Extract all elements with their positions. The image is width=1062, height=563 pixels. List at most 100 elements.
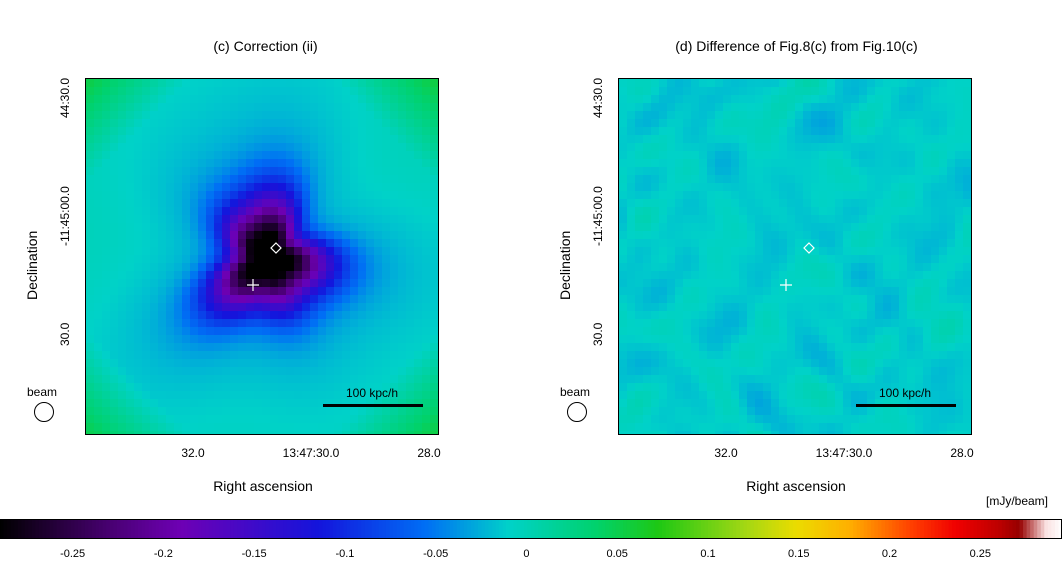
panel-d-pixel [699, 95, 708, 104]
panel-c-pixel [166, 127, 175, 136]
panel-d-pixel [827, 391, 836, 400]
panel-d-pixel [739, 383, 748, 392]
panel-d-pixel [667, 223, 676, 232]
panel-d-pixel [747, 79, 756, 88]
panel-c-pixel [398, 279, 407, 288]
panel-d-pixel [931, 343, 940, 352]
colorbar-segment [704, 519, 709, 539]
panel-d-pixel [643, 415, 652, 424]
panel-c-pixel [414, 271, 423, 280]
panel-c-pixel [230, 167, 239, 176]
panel-c-pixel [286, 111, 295, 120]
panel-d-pixel [715, 303, 724, 312]
panel-c-pixel [94, 135, 103, 144]
panel-c-pixel [182, 87, 191, 96]
panel-c-pixel [270, 335, 279, 344]
panel-c-pixel [414, 87, 423, 96]
panel-d-pixel [939, 351, 948, 360]
panel-d-pixel [787, 327, 796, 336]
panel-d-pixel [723, 79, 732, 88]
panel-d-pixel [859, 151, 868, 160]
panel-d-pixel [723, 271, 732, 280]
panel-c-pixel [246, 167, 255, 176]
panel-c-pixel [214, 287, 223, 296]
colorbar-segment [396, 519, 401, 539]
panel-c-pixel [150, 135, 159, 144]
panel-d-pixel [883, 191, 892, 200]
panel-c-pixel [398, 407, 407, 416]
panel-c-pixel [254, 271, 263, 280]
panel-c-pixel [278, 407, 287, 416]
panel-d-pixel [779, 319, 788, 328]
panel-c-pixel [118, 255, 127, 264]
panel-d-pixel [819, 151, 828, 160]
panel-c-pixel [174, 239, 183, 248]
panel-d-pixel [931, 367, 940, 376]
panel-d-pixel [899, 311, 908, 320]
panel-d-pixel [891, 135, 900, 144]
panel-c-pixel [118, 335, 127, 344]
colorbar-segment [711, 519, 716, 539]
panel-d-pixel [691, 399, 700, 408]
panel-c-pixel [214, 119, 223, 128]
panel-d-pixel [731, 351, 740, 360]
panel-c-pixel [102, 423, 111, 432]
panel-c-pixel [238, 327, 247, 336]
panel-c-pixel [374, 79, 383, 88]
panel-c-pixel [158, 399, 167, 408]
panel-d-pixel [739, 271, 748, 280]
panel-c-pixel [110, 199, 119, 208]
panel-d-pixel [787, 191, 796, 200]
panel-c-pixel [222, 159, 231, 168]
panel-c-pixel [406, 423, 415, 432]
panel-d-pixel [667, 143, 676, 152]
colorbar-segment [446, 519, 451, 539]
panel-d-pixel [843, 151, 852, 160]
panel-d-pixel [915, 247, 924, 256]
panel-d-pixel [747, 367, 756, 376]
panel-c-pixel [246, 143, 255, 152]
panel-c-pixel [414, 423, 423, 432]
panel-c-pixel [334, 375, 343, 384]
panel-d-pixel [891, 95, 900, 104]
panel-c-pixel [126, 167, 135, 176]
panel-d-pixel [843, 79, 852, 88]
panel-d-pixel [843, 351, 852, 360]
panel-c-pixel [182, 343, 191, 352]
panel-d-pixel [779, 247, 788, 256]
panel-c-pixel [270, 143, 279, 152]
panel-c-pixel [294, 215, 303, 224]
panel-c-pixel [294, 199, 303, 208]
panel-c-pixel [134, 359, 143, 368]
panel-c-pixel [86, 303, 95, 312]
panel-d-pixel [755, 399, 764, 408]
panel-d-pixel [883, 351, 892, 360]
panel-c-pixel [366, 263, 375, 272]
panel-d-pixel [779, 183, 788, 192]
panel-c-pixel [406, 215, 415, 224]
panel-c-pixel [94, 431, 103, 434]
panel-d-pixel [843, 95, 852, 104]
panel-d-pixel [907, 319, 916, 328]
panel-d-pixel [779, 143, 788, 152]
panel-d-pixel [835, 127, 844, 136]
panel-d-pixel [867, 383, 876, 392]
panel-c-pixel [110, 111, 119, 120]
panel-c-pixel [326, 343, 335, 352]
panel-c-pixel [158, 183, 167, 192]
panel-c-pixel [430, 119, 438, 128]
panel-d-pixel [683, 423, 692, 432]
panel-c-pixel [134, 391, 143, 400]
panel-c-pixel [350, 175, 359, 184]
panel-d-pixel [867, 175, 876, 184]
panel-c-pixel [294, 295, 303, 304]
colorbar-segment [916, 519, 921, 539]
panel-c-pixel [214, 79, 223, 88]
colorbar-segment [824, 519, 829, 539]
panel-c-pixel [430, 183, 438, 192]
panel-d-pixel [627, 191, 636, 200]
panel-d-pixel [923, 95, 932, 104]
panel-c-pixel [230, 103, 239, 112]
panel-d-pixel [659, 159, 668, 168]
panel-d-pixel [835, 103, 844, 112]
